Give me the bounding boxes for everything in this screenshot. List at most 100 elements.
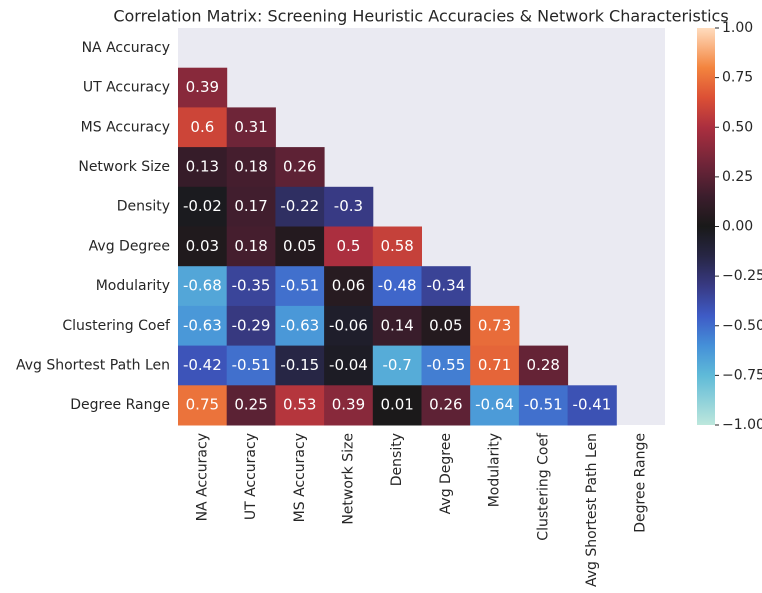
- heatmap-cell: [226, 226, 276, 267]
- cell-label: 0.17: [234, 197, 267, 215]
- heatmap-cell: [324, 305, 374, 347]
- cell-label: 0.06: [332, 277, 365, 295]
- cell-label: -0.15: [280, 356, 319, 374]
- cell-label: -0.02: [183, 197, 222, 215]
- cell-label: 0.01: [380, 396, 413, 414]
- x-tick-label: Clustering Coef: [535, 432, 551, 541]
- heatmap-cell: [324, 385, 374, 426]
- cell-label: 0.39: [332, 396, 365, 414]
- cell-label: -0.51: [280, 277, 319, 295]
- cell-label: -0.29: [232, 316, 271, 334]
- heatmap-cell: [178, 345, 228, 386]
- cell-label: 0.26: [429, 396, 462, 414]
- heatmap-cell: [567, 385, 617, 426]
- cell-label: 0.75: [186, 396, 219, 414]
- colorbar-tick-label: 0.50: [722, 119, 753, 135]
- heatmap-cell: [421, 345, 471, 386]
- heatmap-cell: [178, 226, 228, 267]
- heatmap-cell: [275, 266, 325, 307]
- heatmap-cell: [372, 226, 422, 267]
- colorbar-tick-label: −0.25: [722, 268, 762, 284]
- heatmap-cell: [372, 305, 422, 347]
- heatmap-cell: [372, 266, 422, 307]
- heatmap-cell: [421, 266, 471, 307]
- heatmap-cell: [178, 266, 228, 307]
- heatmap-cell: [324, 226, 374, 267]
- cell-label: 0.03: [186, 237, 219, 255]
- cell-label: -0.55: [426, 356, 465, 374]
- heatmap-cell: [372, 385, 422, 426]
- heatmap-cell: [226, 266, 276, 307]
- y-tick-label: MS Accuracy: [81, 119, 170, 135]
- cell-label: 0.5: [337, 237, 361, 255]
- x-tick-label: Modularity: [487, 433, 503, 507]
- colorbar-tick-label: 1.00: [722, 20, 753, 36]
- heatmap-cell: [518, 345, 569, 386]
- heatmap-cell: [226, 345, 276, 386]
- x-tick-label: Degree Range: [633, 433, 649, 533]
- heatmap-cell: [226, 385, 276, 426]
- y-tick-label: UT Accuracy: [83, 80, 170, 96]
- cell-label: -0.63: [280, 316, 319, 334]
- colorbar-tick-label: −0.50: [722, 318, 762, 334]
- heatmap-cell: [178, 186, 228, 227]
- colorbar-tick-label: −1.00: [722, 417, 762, 433]
- cell-label: 0.18: [234, 157, 267, 175]
- cell-label: -0.51: [232, 356, 271, 374]
- heatmap-cell: [470, 305, 520, 347]
- y-tick-label: NA Accuracy: [82, 40, 170, 56]
- cell-label: -0.35: [232, 277, 271, 295]
- cell-label: 0.05: [283, 237, 316, 255]
- heatmap-cell: [275, 305, 325, 347]
- cell-label: -0.41: [573, 396, 612, 414]
- x-tick-label: Avg Degree: [438, 433, 454, 514]
- heatmap-cell: [178, 305, 228, 347]
- heatmap-cell: [275, 147, 325, 188]
- heatmap-cell: [275, 345, 325, 386]
- heatmap-cell: [226, 186, 276, 227]
- heatmap-cell: [275, 385, 325, 426]
- heatmap-cell: [324, 266, 374, 307]
- x-tick-label: UT Accuracy: [243, 433, 259, 520]
- cell-label: -0.22: [280, 197, 319, 215]
- y-tick-label: Network Size: [78, 159, 170, 175]
- colorbar-tick-label: −0.75: [722, 367, 762, 383]
- cell-label: 0.18: [234, 237, 267, 255]
- x-tick-label: NA Accuracy: [194, 433, 210, 521]
- heatmap-cell: [275, 226, 325, 267]
- chart-title: Correlation Matrix: Screening Heuristic …: [113, 7, 728, 26]
- cell-label: 0.31: [234, 118, 267, 136]
- cell-label: 0.73: [478, 316, 511, 334]
- cell-label: 0.28: [527, 356, 560, 374]
- y-tick-label: Clustering Coef: [62, 318, 171, 334]
- cell-label: -0.68: [183, 277, 222, 295]
- cell-label: 0.25: [234, 396, 267, 414]
- heatmap-cell: [275, 186, 325, 227]
- heatmap-cell: [324, 345, 374, 386]
- cell-label: 0.71: [478, 356, 511, 374]
- cell-label: 0.13: [186, 157, 219, 175]
- cell-label: -0.51: [524, 396, 563, 414]
- heatmap-cell: [518, 385, 569, 426]
- cell-label: -0.63: [183, 316, 222, 334]
- cell-label: -0.7: [383, 356, 412, 374]
- cell-label: -0.04: [329, 356, 368, 374]
- cell-label: 0.53: [283, 396, 316, 414]
- y-tick-label: Avg Degree: [89, 238, 170, 254]
- heatmap-cell: [178, 107, 228, 148]
- heatmap-cell: [470, 385, 520, 426]
- heatmap-cell: [372, 345, 422, 386]
- cell-label: 0.26: [283, 157, 316, 175]
- heatmap-cell: [421, 305, 471, 347]
- heatmap-cell: [324, 186, 374, 227]
- x-tick-label: Avg Shortest Path Len: [584, 433, 600, 587]
- heatmap-cell: [470, 345, 520, 386]
- heatmap-cell: [226, 147, 276, 188]
- heatmap-cell: [178, 67, 228, 108]
- heatmap-cell: [226, 305, 276, 347]
- cell-label: -0.3: [334, 197, 363, 215]
- y-tick-label: Degree Range: [70, 397, 170, 413]
- x-tick-label: Network Size: [340, 433, 356, 525]
- cell-label: 0.58: [380, 237, 413, 255]
